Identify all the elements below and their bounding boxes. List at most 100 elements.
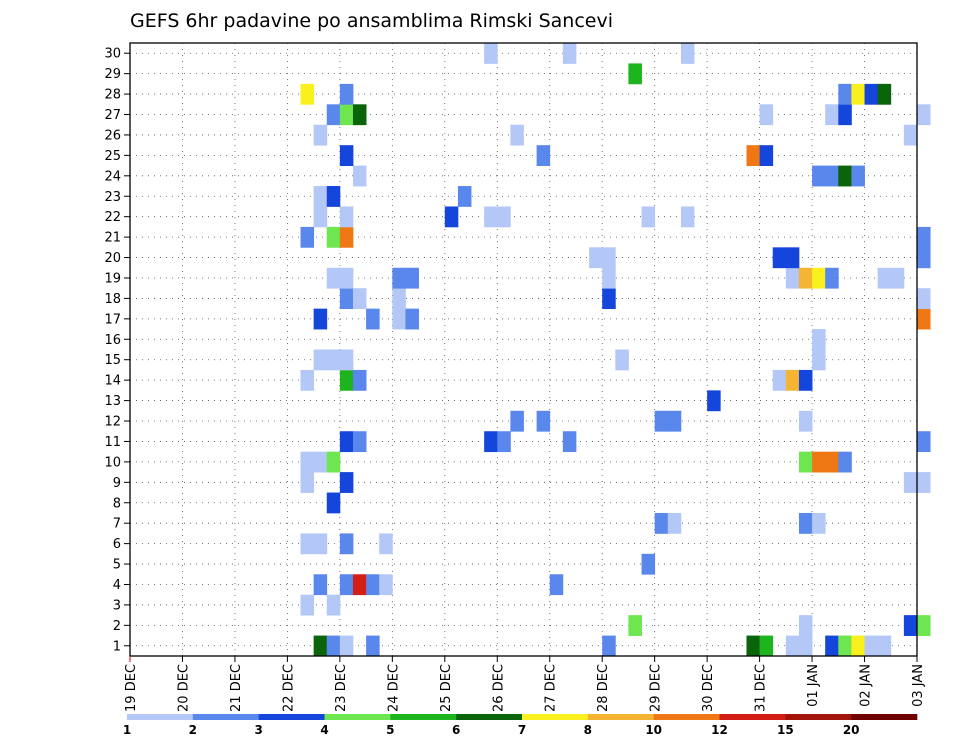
- ensemble-cell: [352, 104, 367, 126]
- y-tick-label: 8: [113, 496, 121, 511]
- ensemble-cell: [667, 410, 682, 432]
- ensemble-cell: [300, 369, 315, 391]
- ensemble-cell: [313, 533, 328, 555]
- ensemble-cell: [812, 165, 826, 187]
- ensemble-cell: [838, 165, 852, 187]
- ensemble-cell: [313, 186, 328, 207]
- ensemble-cell: [366, 308, 380, 330]
- y-tick-label: 30: [104, 47, 121, 62]
- ensemble-cell: [602, 247, 616, 269]
- ensemble-cell: [497, 431, 511, 453]
- ensemble-cell: [510, 410, 524, 432]
- ensemble-cell: [352, 165, 367, 187]
- ensemble-cell: [785, 635, 800, 657]
- y-tick-label: 22: [104, 210, 121, 225]
- ensemble-cell: [352, 288, 367, 310]
- y-tick-label: 3: [113, 598, 121, 613]
- ensemble-cell: [313, 124, 328, 146]
- ensemble-cell: [339, 206, 354, 228]
- ensemble-cell: [339, 635, 354, 657]
- legend-label: 15: [777, 723, 794, 737]
- ensemble-cell: [917, 288, 931, 310]
- y-tick-label: 25: [104, 149, 121, 164]
- ensemble-cell: [798, 451, 813, 473]
- ensemble-cell: [890, 267, 905, 289]
- ensemble-cell: [405, 267, 419, 289]
- ensemble-cell: [392, 267, 406, 289]
- ensemble-cell: [917, 104, 931, 126]
- ensemble-cell: [654, 512, 669, 534]
- y-tick-label: 12: [104, 415, 121, 430]
- x-tick-label: 01 JAN: [806, 664, 821, 707]
- grid-lines: [130, 43, 918, 656]
- ensemble-cell: [339, 267, 354, 289]
- color-legend: 1 2 3 4 5 6 7 8 10 12 15 20: [123, 714, 918, 737]
- y-tick-label: 20: [104, 251, 121, 266]
- ensemble-cell: [339, 431, 354, 453]
- ensemble-cell: [379, 533, 393, 555]
- legend-label: 8: [584, 723, 592, 737]
- ensemble-cell: [851, 635, 865, 657]
- ensemble-cell: [313, 635, 328, 657]
- ensemble-cell: [838, 83, 852, 105]
- ensemble-cell: [903, 615, 918, 636]
- ensemble-cell: [326, 104, 341, 126]
- ensemble-cell: [877, 83, 892, 105]
- ensemble-cell: [300, 472, 315, 493]
- ensemble-cell: [457, 186, 472, 207]
- y-tick-label: 27: [104, 108, 121, 123]
- legend-label: 5: [386, 723, 394, 737]
- y-tick-label: 23: [104, 190, 121, 205]
- ensemble-cell: [851, 83, 865, 105]
- legend-label: 3: [254, 723, 262, 737]
- x-tick-label: 31 DEC: [754, 664, 769, 712]
- legend-label: 20: [843, 723, 860, 737]
- y-tick-label: 6: [113, 537, 121, 552]
- ensemble-cell: [339, 145, 354, 166]
- plot-frame: [129, 42, 918, 657]
- ensemble-cell: [339, 288, 354, 310]
- y-tick-label: 15: [104, 353, 121, 368]
- ensemble-cell: [798, 635, 813, 657]
- ensemble-cell: [917, 472, 931, 493]
- y-tick-label: 19: [104, 271, 121, 286]
- ensemble-cell: [759, 145, 774, 166]
- ensemble-cell: [326, 635, 341, 657]
- ensemble-cell: [680, 206, 695, 228]
- legend-label: 2: [189, 723, 197, 737]
- x-tick-label: 20 DEC: [176, 664, 191, 712]
- x-tick-label: 27 DEC: [544, 664, 559, 712]
- ensemble-cell: [864, 635, 879, 657]
- ensemble-cell: [812, 267, 826, 289]
- ensemble-cell: [602, 635, 616, 657]
- ensemble-cell: [877, 635, 892, 657]
- ensemble-cell: [785, 267, 800, 289]
- ensemble-cell: [798, 512, 813, 534]
- ensemble-cell: [825, 267, 839, 289]
- ensemble-cell: [785, 247, 800, 269]
- ensemble-cell: [484, 43, 498, 64]
- x-tick-label: 30 DEC: [701, 664, 716, 712]
- ensemble-cell: [680, 43, 695, 64]
- ensemble-cell: [759, 104, 774, 126]
- y-tick-label: 21: [104, 231, 121, 246]
- legend-swatch: [785, 714, 852, 720]
- ensemble-cell: [339, 226, 354, 248]
- ensemble-cell: [352, 574, 367, 596]
- ensemble-cell: [825, 165, 839, 187]
- ensemble-cell: [864, 83, 879, 105]
- ensemble-cell: [812, 349, 826, 371]
- ensemble-cell: [339, 83, 354, 105]
- ensemble-cell: [392, 288, 406, 310]
- y-tick-label: 11: [104, 435, 121, 450]
- ensemble-cell: [917, 226, 931, 248]
- ensemble-cell: [628, 615, 642, 636]
- ensemble-cell: [917, 308, 931, 330]
- ensemble-cell: [536, 145, 551, 166]
- ensemble-cell: [851, 165, 865, 187]
- ensemble-cell: [339, 533, 354, 555]
- y-tick-label: 29: [104, 67, 121, 82]
- y-tick-label: 7: [113, 517, 121, 532]
- y-tick-label: 17: [104, 312, 121, 327]
